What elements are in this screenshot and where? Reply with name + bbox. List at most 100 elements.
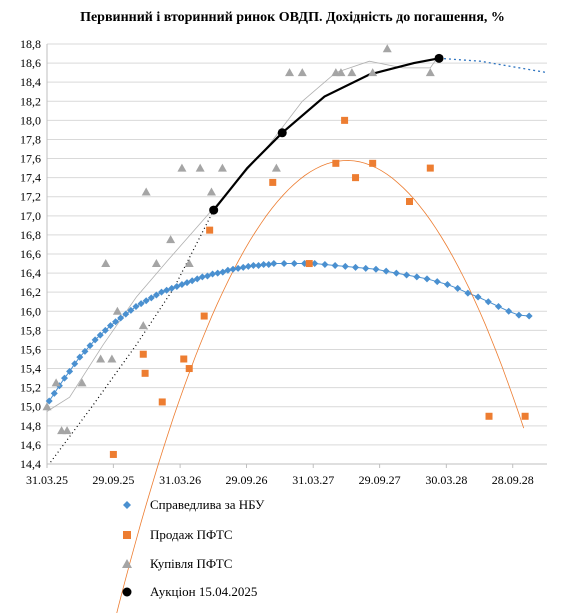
point-nbu: [352, 263, 360, 271]
y-tick-label: 18,6: [20, 56, 41, 70]
point-nbu: [91, 336, 99, 344]
point-buy: [195, 163, 205, 172]
y-tick-label: 16,0: [20, 304, 41, 318]
point-nbu: [443, 281, 451, 289]
x-tick-label: 29.09.25: [92, 473, 134, 487]
point-sell: [109, 450, 117, 458]
trend-buy: [46, 55, 440, 412]
x-tick-label: 30.03.28: [425, 473, 467, 487]
point-buy: [368, 68, 378, 77]
point-auction: [209, 205, 219, 215]
y-tick-label: 17,8: [20, 132, 41, 146]
point-nbu: [255, 261, 263, 269]
y-tick-label: 18,0: [20, 113, 41, 127]
point-nbu: [137, 300, 145, 308]
point-nbu: [183, 279, 191, 287]
point-nbu: [392, 269, 400, 277]
point-nbu: [66, 367, 74, 375]
point-nbu: [45, 397, 53, 405]
point-sell: [180, 355, 188, 363]
point-buy: [107, 354, 117, 363]
legend-marker-circle: [112, 585, 142, 599]
legend-marker-diamond: [112, 498, 142, 512]
point-nbu: [525, 312, 533, 320]
point-auction: [277, 128, 287, 138]
point-buy: [112, 306, 122, 315]
point-sell: [141, 369, 149, 377]
point-nbu: [117, 314, 125, 322]
point-nbu: [229, 265, 237, 273]
point-nbu: [515, 311, 523, 319]
point-nbu: [71, 360, 79, 368]
y-tick-label: 18,8: [20, 37, 41, 51]
point-sell: [206, 226, 214, 234]
trend-nbu: [48, 263, 530, 402]
point-sell: [158, 398, 166, 406]
point-nbu: [331, 261, 339, 269]
point-nbu: [76, 353, 84, 361]
point-nbu: [86, 342, 94, 350]
point-auction: [434, 53, 444, 63]
y-tick-label: 16,6: [20, 247, 41, 261]
y-tick-label: 15,6: [20, 342, 41, 356]
point-sell: [406, 198, 414, 205]
x-tick-label: 31.03.26: [159, 473, 201, 487]
point-nbu: [158, 288, 166, 296]
point-nbu: [382, 267, 390, 275]
point-buy: [184, 259, 194, 268]
point-sell: [139, 350, 147, 358]
x-tick-label: 28.09.28: [492, 473, 534, 487]
x-tick-label: 29.09.26: [225, 473, 267, 487]
point-buy: [42, 402, 52, 411]
point-sell: [369, 159, 377, 167]
point-buy: [101, 259, 111, 268]
point-nbu: [372, 265, 380, 273]
x-tick-label: 31.03.27: [292, 473, 334, 487]
point-nbu: [168, 284, 176, 292]
point-sell: [521, 412, 529, 420]
x-tick-label: 29.09.27: [359, 473, 401, 487]
point-nbu: [61, 374, 69, 382]
point-sell: [269, 178, 277, 186]
point-sell: [332, 159, 340, 167]
point-nbu: [106, 322, 114, 330]
y-tick-label: 17,6: [20, 152, 41, 166]
y-tick-label: 15,0: [20, 400, 41, 414]
point-buy: [77, 378, 87, 387]
point-sell: [305, 260, 313, 268]
point-nbu: [280, 260, 288, 268]
legend-label-buy: Купівля ПФТС: [150, 556, 233, 571]
y-tick-label: 14,6: [20, 438, 41, 452]
point-nbu: [81, 347, 89, 355]
legend-item-sell: Продаж ПФТС: [112, 527, 233, 543]
point-nbu: [198, 273, 206, 281]
point-nbu: [244, 262, 252, 270]
point-sell: [352, 174, 360, 182]
point-nbu: [505, 307, 513, 315]
point-nbu: [484, 298, 492, 306]
point-nbu: [413, 273, 421, 281]
point-buy: [206, 187, 216, 196]
point-nbu: [433, 278, 441, 286]
point-buy: [217, 163, 227, 172]
point-sell: [200, 312, 208, 320]
point-nbu: [311, 260, 319, 268]
point-nbu: [474, 293, 482, 301]
point-nbu: [265, 261, 273, 268]
point-nbu: [142, 297, 150, 305]
point-nbu: [270, 260, 278, 268]
point-buy: [177, 163, 187, 172]
legend-marker-triangle: [112, 557, 142, 571]
point-nbu: [112, 318, 120, 326]
trend-auction: [212, 57, 440, 211]
x-tick-label: 31.03.25: [26, 473, 68, 487]
y-tick-label: 17,4: [20, 171, 41, 185]
legend-item-buy: Купівля ПФТС: [112, 556, 232, 572]
point-buy: [347, 68, 357, 77]
point-sell: [426, 164, 434, 172]
y-tick-label: 15,4: [20, 362, 41, 376]
y-tick-label: 16,8: [20, 228, 41, 242]
point-buy: [271, 163, 281, 172]
legend-label-nbu: Справедлива за НБУ: [150, 497, 265, 512]
legend-marker-square: [112, 528, 142, 542]
